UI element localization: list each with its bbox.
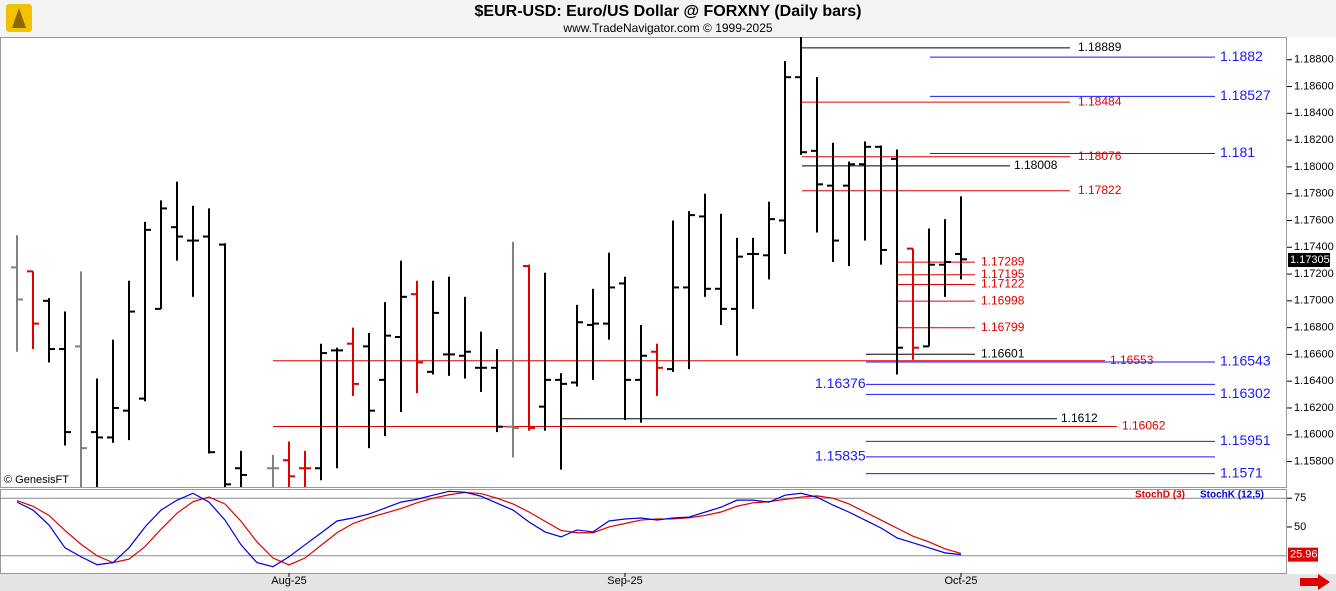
y-tick-label: 1.18000 [1294,161,1334,173]
header-bg [0,0,1336,37]
y-tick-label: 1.16600 [1294,348,1334,360]
time-axis-bg [0,574,1336,591]
y-tick-label: 1.17400 [1294,241,1334,253]
level-label: 1.1571 [1220,464,1263,480]
level-label: 1.18484 [1078,94,1122,108]
level-label: 1.15951 [1220,432,1271,448]
y-tick-label: 1.16400 [1294,375,1334,387]
y-tick-label: 50 [1294,521,1306,533]
level-label: 1.1882 [1220,48,1263,64]
y-tick-label: 1.18200 [1294,134,1334,146]
axes: 1.15800 1.16000 1.16200 1.16400 1.16600 1.168… [271,54,1334,587]
stoch-line [16,490,962,568]
level-label: 1.18889 [1078,40,1122,54]
level-label: 1.16799 [981,320,1025,334]
level-label: 1.18008 [1014,158,1058,172]
y-tick-label: 1.18400 [1294,107,1334,119]
level-label: 1.16553 [1110,353,1154,367]
watermark: © GenesisFT [4,474,69,486]
y-tick-label: 1.18800 [1294,54,1334,66]
scroll-arrow[interactable] [1300,574,1330,590]
y-tick-label: 1.16000 [1294,429,1334,441]
level-label: 1.18527 [1220,87,1271,103]
level-label: 1.16376 [815,375,866,391]
level-label: 1.16543 [1220,353,1271,369]
y-tick-label: 1.17000 [1294,295,1334,307]
legend-entry: StochK (12,5) [1200,490,1264,501]
level-label: 1.181 [1220,144,1255,160]
price-plot: 1.18889 1.1882 1.18527 1.18484 1.181 1.18076 1… [11,37,1271,487]
level-label: 1.17822 [1078,183,1122,197]
last-value-label: 25.96 [1290,549,1318,561]
y-tick-label: 1.17600 [1294,214,1334,226]
y-tick-label: 1.15800 [1294,455,1334,467]
stoch-plot [0,490,1287,568]
level-label: 1.15835 [815,448,866,464]
chart-subtitle: www.TradeNavigator.com © 1999-2025 [562,21,772,35]
level-label: 1.1612 [1061,411,1098,425]
y-tick-label: 75 [1294,492,1306,504]
y-tick-label: 1.16200 [1294,402,1334,414]
x-tick-label: Sep-25 [607,575,642,587]
y-tick-label: 1.16800 [1294,322,1334,334]
x-tick-label: Aug-25 [271,575,306,587]
x-tick-label: Oct-25 [944,575,977,587]
level-label: 1.18076 [1078,149,1122,163]
level-label: 1.16302 [1220,385,1271,401]
stoch-panel [0,489,1287,574]
level-label: 1.16601 [981,346,1025,360]
stoch-line [16,491,962,566]
legend-entry: StochD (3) [1135,490,1185,501]
level-label: 1.16062 [1122,419,1166,433]
last-price-tag [1288,252,1330,267]
last-value-tag [1288,547,1318,562]
logo [6,4,32,32]
level-label: 1.17195 [981,267,1025,281]
chart-title: $EUR-USD: Euro/US Dollar @ FORXNY (Daily… [475,3,862,20]
level-label: 1.16998 [981,293,1025,307]
y-tick-label: 1.17800 [1294,188,1334,200]
last-price-label: 1.17305 [1290,254,1330,266]
y-tick-label: 1.18600 [1294,80,1334,92]
level-label: 1.17122 [981,277,1025,291]
y-tick-label: 1.17200 [1294,268,1334,280]
price-panel [0,37,1287,488]
level-label: 1.17289 [981,254,1025,268]
